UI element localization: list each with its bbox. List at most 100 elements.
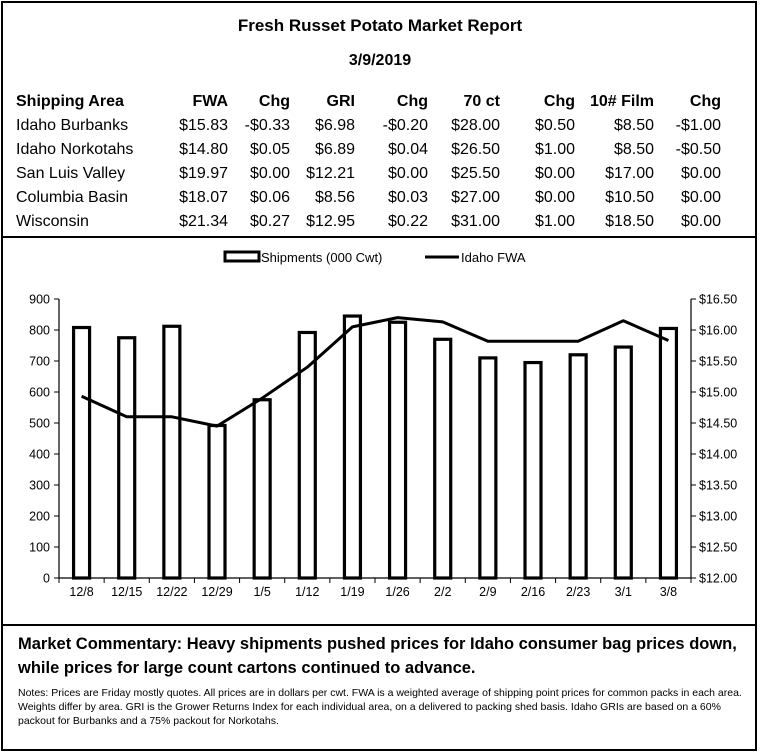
- shipment-bar: [297, 330, 317, 580]
- price-table: Shipping Area FWA Chg GRI Chg 70 ct Chg …: [16, 90, 721, 234]
- shipment-bar: [433, 337, 453, 580]
- table-cell: $12.95: [306, 213, 355, 230]
- chart-legend: Shipments (000 Cwt) Idaho FWA: [223, 250, 526, 265]
- y-left-tick-label: 300: [29, 479, 50, 493]
- y-right-tick-label: $15.50: [699, 355, 737, 369]
- table-cell: $8.56: [314, 189, 355, 206]
- table-cell: $0.00: [387, 165, 428, 182]
- table-cell: $0.06: [249, 189, 290, 206]
- shipment-bar: [523, 360, 543, 580]
- table-row: Columbia Basin $18.07 $0.06 $8.56 $0.03 …: [16, 186, 721, 210]
- column-header: Chg: [543, 93, 575, 110]
- x-tick-label: 2/2: [434, 585, 451, 599]
- section-divider: [3, 624, 755, 626]
- y-left-tick-label: 700: [29, 355, 50, 369]
- table-cell: $6.89: [314, 141, 355, 158]
- y-right-tick-label: $16.00: [699, 324, 737, 338]
- y-right-tick-label: $14.50: [699, 417, 737, 431]
- shipment-bar: [478, 356, 498, 580]
- column-header: GRI: [326, 93, 355, 110]
- y-left-tick-label: 600: [29, 386, 50, 400]
- shipment-bar: [387, 320, 408, 580]
- table-cell: $0.50: [534, 117, 575, 134]
- x-tick-label: 2/9: [479, 585, 496, 599]
- x-tick-label: 3/8: [660, 585, 677, 599]
- shipment-bar: [71, 325, 92, 580]
- table-cell: $0.00: [534, 189, 575, 206]
- chart-axes: [54, 298, 696, 583]
- shipment-bar: [117, 336, 137, 580]
- shipment-bar: [252, 398, 272, 580]
- table-cell: $14.80: [179, 141, 228, 158]
- table-cell: $0.00: [680, 165, 721, 182]
- table-cell: -$0.20: [382, 117, 428, 134]
- table-row: San Luis Valley $19.97 $0.00 $12.21 $0.0…: [16, 162, 721, 186]
- table-cell: -$0.50: [675, 141, 721, 158]
- table-cell: Idaho Burbanks: [16, 117, 129, 134]
- table-cell: Idaho Norkotahs: [16, 141, 134, 158]
- table-cell: $19.97: [179, 165, 228, 182]
- legend-label: Idaho FWA: [461, 250, 526, 265]
- table-cell: Columbia Basin: [16, 189, 129, 206]
- column-header: Chg: [258, 93, 290, 110]
- table-cell: $0.04: [387, 141, 428, 158]
- table-cell: $0.27: [249, 213, 290, 230]
- shipment-bar: [568, 353, 588, 580]
- tick-labels: 0 100 200 300 400 500 600 700 800 900 $12.00 $12.50…: [29, 293, 737, 600]
- x-tick-label: 1/5: [253, 585, 270, 599]
- table-row: Wisconsin $21.34 $0.27 $12.95 $0.22 $31.…: [16, 210, 721, 234]
- y-right-tick-label: $12.50: [699, 541, 737, 555]
- table-cell: $0.00: [680, 189, 721, 206]
- x-tick-label: 12/15: [111, 585, 142, 599]
- table-cell: $27.00: [451, 189, 500, 206]
- y-left-tick-label: 800: [29, 324, 50, 338]
- table-row: Idaho Norkotahs $14.80 $0.05 $6.89 $0.04…: [16, 138, 721, 162]
- column-header: FWA: [192, 93, 228, 110]
- line-series: [80, 316, 670, 428]
- table-cell: $0.03: [387, 189, 428, 206]
- x-tick-label: 1/12: [295, 585, 319, 599]
- table-cell: $0.05: [249, 141, 290, 158]
- legend-bar-swatch: [223, 250, 261, 263]
- table-cell: San Luis Valley: [16, 165, 126, 182]
- y-left-tick-label: 500: [29, 417, 50, 431]
- table-cell: $8.50: [613, 141, 654, 158]
- y-left-tick-label: 100: [29, 541, 50, 555]
- column-header: Shipping Area: [16, 93, 124, 110]
- table-cell: $17.00: [605, 165, 654, 182]
- y-right-tick-label: $16.50: [699, 293, 737, 307]
- report-date: 3/9/2019: [348, 52, 412, 69]
- table-cell: $15.83: [179, 117, 228, 134]
- y-left-tick-label: 900: [29, 293, 50, 307]
- y-left-tick-label: 400: [29, 448, 50, 462]
- table-header-row: Shipping Area FWA Chg GRI Chg 70 ct Chg …: [16, 90, 721, 114]
- table-cell: $26.50: [451, 141, 500, 158]
- table-cell: $1.00: [534, 141, 575, 158]
- table-cell: -$1.00: [675, 117, 721, 134]
- shipment-bar: [342, 314, 363, 580]
- x-tick-label: 2/23: [566, 585, 590, 599]
- x-tick-label: 12/8: [69, 585, 93, 599]
- table-cell: $18.07: [179, 189, 228, 206]
- x-tick-label: 1/19: [340, 585, 364, 599]
- table-cell: $8.50: [613, 117, 654, 134]
- shipment-bar: [207, 423, 227, 580]
- table-cell: $18.50: [605, 213, 654, 230]
- report-notes: Notes: Prices are Friday mostly quotes. …: [18, 687, 742, 727]
- column-header: 10# Film: [589, 93, 654, 110]
- y-right-tick-label: $12.00: [699, 572, 737, 586]
- table-cell: $10.50: [605, 189, 654, 206]
- y-left-tick-label: 0: [43, 572, 50, 586]
- market-commentary: Market Commentary: Heavy shipments pushe…: [18, 635, 737, 677]
- bar-series: [71, 314, 679, 580]
- y-right-tick-label: $14.00: [699, 448, 737, 462]
- x-tick-label: 12/29: [201, 585, 232, 599]
- table-cell: $31.00: [451, 213, 500, 230]
- shipment-bar: [162, 324, 182, 580]
- section-divider: [3, 236, 755, 238]
- table-cell: $0.22: [387, 213, 428, 230]
- table-cell: -$0.33: [244, 117, 290, 134]
- table-cell: $28.00: [451, 117, 500, 134]
- y-right-tick-label: $13.00: [699, 510, 737, 524]
